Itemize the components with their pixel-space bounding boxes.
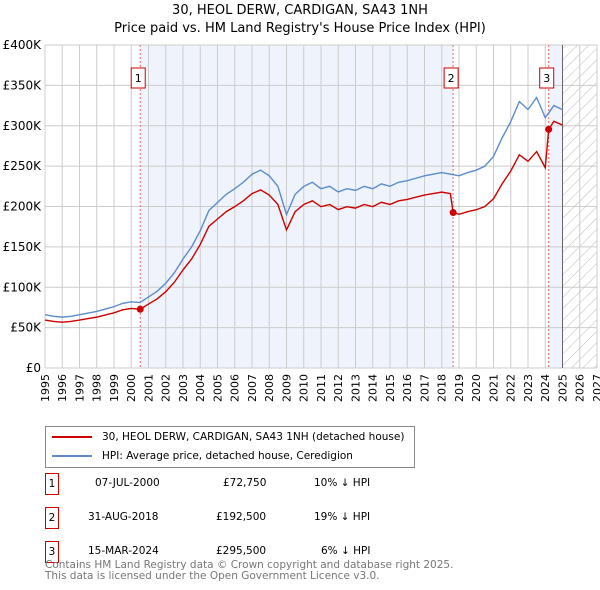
x-tick-label: 2011 [315, 374, 328, 402]
x-tick-label: 2015 [384, 374, 397, 402]
x-tick-label: 2004 [194, 374, 207, 402]
sale-label: 2 [448, 72, 455, 85]
sale-date: 31-AUG-2018 [88, 511, 159, 523]
sale-label-box [130, 67, 146, 89]
sale-hpi-diff: 19% ↓ HPI [314, 511, 371, 523]
sale-price: £192,500 [216, 511, 267, 523]
sale-hpi-diff: 10% ↓ HPI [314, 477, 371, 489]
x-tick-label: 2008 [263, 374, 276, 402]
sale-label: 3 [543, 72, 550, 85]
sale-point [449, 209, 457, 217]
footer-licence: This data is licensed under the Open Gov… [45, 570, 380, 582]
sale-label: 1 [135, 72, 142, 85]
y-tick-label: £50K [10, 321, 42, 335]
sale-label-box [443, 67, 459, 89]
x-tick-label: 2020 [470, 374, 483, 402]
x-tick-label: 2026 [574, 374, 587, 402]
footer-copyright: Contains HM Land Registry data © Crown c… [45, 559, 454, 571]
x-tick-label: 2013 [349, 374, 362, 402]
y-tick-label: £100K [3, 280, 43, 294]
x-tick-label: 2023 [522, 374, 535, 402]
legend-swatch-red [52, 436, 92, 438]
price-chart: 1995 1996 1997 1998 1999 2000 2001 2002 2003 2004… [3, 38, 600, 402]
sale-marker: 1 [45, 473, 59, 495]
legend-label: 30, HEOL DERW, CARDIGAN, SA43 1NH (detac… [102, 431, 405, 443]
y-tick-label: £200K [3, 200, 43, 214]
x-tick-label: 2001 [142, 374, 155, 402]
x-tick-label: 2017 [418, 374, 431, 402]
x-tick-label: 2012 [332, 374, 345, 402]
x-tick-label: 1996 [56, 374, 69, 402]
x-tick-label: 2025 [556, 374, 569, 402]
hpi-line [44, 96, 563, 318]
y-tick-label: £300K [3, 119, 43, 133]
x-tick-label: 2006 [229, 374, 242, 402]
x-tick-label: 2021 [487, 374, 500, 402]
sale-marker: 3 [45, 541, 59, 563]
sale-marker: 2 [45, 507, 59, 529]
property-price-line [44, 120, 563, 323]
x-tick-label: 2003 [177, 374, 190, 402]
legend-swatch-blue [52, 455, 92, 457]
legend-item-property: 30, HEOL DERW, CARDIGAN, SA43 1NH (detac… [52, 431, 404, 443]
sale-date: 07-JUL-2000 [95, 477, 160, 489]
x-tick-label: 2005 [211, 374, 224, 402]
x-tick-label: 2024 [539, 374, 552, 402]
x-tick-label: 2019 [453, 374, 466, 402]
x-tick-label: 2022 [505, 374, 518, 402]
footer: Contains HM Land Registry data © Crown c… [45, 560, 453, 582]
x-tick-label: 2016 [401, 374, 414, 402]
x-tick-label: 2009 [280, 374, 293, 402]
sale-label-box [539, 67, 555, 89]
x-tick-label: 2007 [246, 374, 259, 402]
sale-point [545, 125, 553, 133]
y-tick-label: £400K [3, 38, 43, 52]
y-tick-label: £0 [26, 361, 41, 375]
x-tick-label: 1997 [73, 374, 86, 402]
chart-title: 30, HEOL DERW, CARDIGAN, SA43 1NH [172, 3, 428, 18]
x-tick-label: 1998 [91, 374, 104, 402]
sale-price: £72,750 [223, 477, 267, 489]
legend-item-hpi: HPI: Average price, detached house, Cere… [52, 450, 353, 462]
x-tick-label: 2014 [367, 374, 380, 402]
x-tick-label: 2018 [436, 374, 449, 402]
legend: 30, HEOL DERW, CARDIGAN, SA43 1NH (detac… [45, 426, 415, 468]
sale-point [136, 305, 144, 313]
y-tick-label: £250K [3, 159, 43, 173]
x-tick-label: 2002 [160, 374, 173, 402]
x-tick-label: 1995 [39, 374, 52, 402]
legend-label: HPI: Average price, detached house, Cere… [102, 450, 353, 462]
sale-price: £295,500 [216, 545, 267, 557]
x-tick-label: 2010 [298, 374, 311, 402]
x-tick-label: 2027 [591, 374, 600, 402]
x-tick-label: 1999 [108, 374, 121, 402]
chart-subtitle: Price paid vs. HM Land Registry's House … [114, 21, 486, 36]
y-tick-label: £150K [3, 240, 43, 254]
x-tick-label: 2000 [125, 374, 138, 402]
sale-hpi-diff: 6% ↓ HPI [321, 545, 371, 557]
sale-date: 15-MAR-2024 [88, 545, 159, 557]
y-tick-label: £350K [3, 78, 43, 92]
